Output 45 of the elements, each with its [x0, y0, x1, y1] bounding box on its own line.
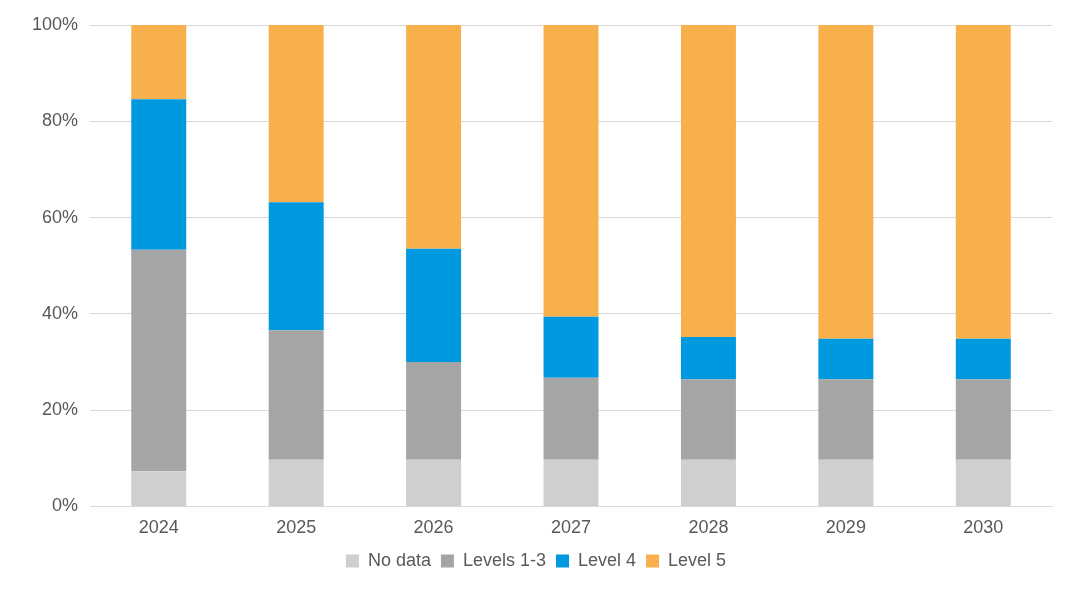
bar: [543, 459, 599, 506]
x-tick-label: 2026: [413, 517, 454, 538]
bar: [543, 377, 599, 460]
legend-label: Level 4: [578, 549, 637, 570]
bar: [131, 471, 187, 506]
bar: [406, 25, 462, 249]
y-tick-label: 0%: [52, 495, 79, 516]
y-tick-label: 20%: [42, 399, 79, 420]
x-tick-label: 2025: [276, 517, 317, 538]
legend-label: No data: [367, 549, 432, 570]
bar: [680, 25, 736, 337]
x-tick-label: 2030: [963, 517, 1004, 538]
bar: [131, 99, 187, 250]
y-tick-label: 40%: [42, 302, 79, 323]
bar: [543, 25, 599, 317]
bar: [131, 249, 187, 472]
bar: [268, 459, 324, 506]
x-tick-label: 2024: [138, 517, 179, 538]
bar: [268, 202, 324, 331]
bar: [955, 25, 1011, 339]
bar: [543, 316, 599, 378]
legend-label: Level 5: [668, 549, 727, 570]
x-tick-label: 2028: [688, 517, 729, 538]
bar: [818, 25, 874, 339]
bar: [680, 336, 736, 380]
bar: [818, 459, 874, 506]
x-tick-label: 2027: [551, 517, 592, 538]
x-tick-label: 2029: [825, 517, 866, 538]
bar: [818, 338, 874, 380]
bar: [131, 25, 187, 100]
bar: [955, 338, 1011, 380]
bar: [406, 361, 462, 460]
bar: [680, 459, 736, 506]
y-tick-label: 60%: [42, 206, 79, 227]
bar: [406, 459, 462, 506]
y-tick-label: 80%: [42, 110, 79, 131]
legend-label: Levels 1-3: [462, 549, 547, 570]
bar: [680, 379, 736, 460]
bar: [818, 379, 874, 460]
bar: [955, 459, 1011, 506]
bar: [268, 25, 324, 203]
bar: [955, 379, 1011, 460]
bar: [406, 248, 462, 362]
y-tick-label: 100%: [31, 13, 79, 34]
bar: [268, 330, 324, 460]
